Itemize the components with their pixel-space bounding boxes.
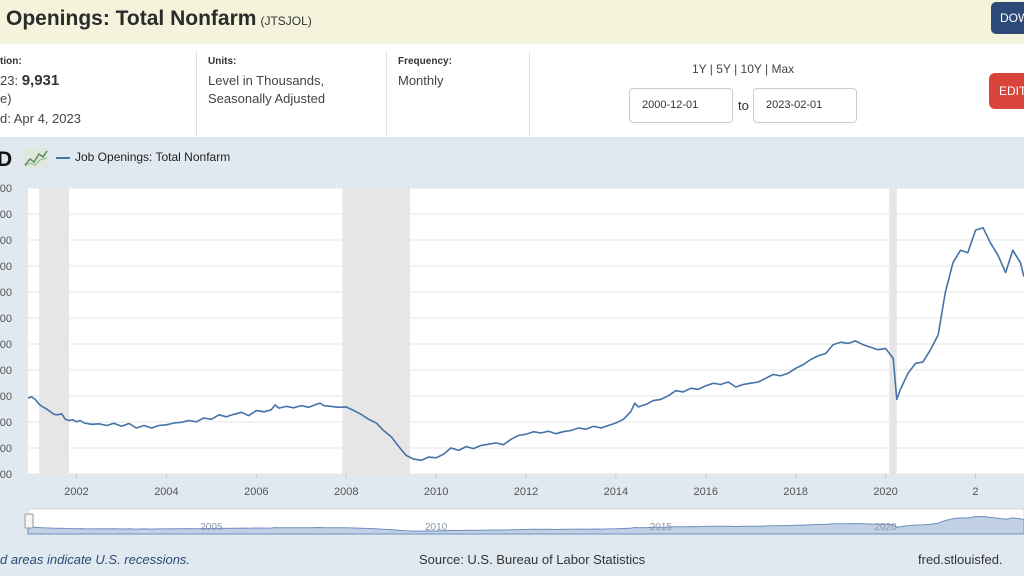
x-tick-label: 2008 [334,486,358,498]
x-tick-label: 2004 [154,486,178,498]
observation-column: tion: 23: 9,931 e) d: Apr 4, 2023 [0,56,190,128]
plot-background [28,188,1024,474]
observation-unit: e) [0,91,12,106]
x-tick-label: 2002 [64,486,88,498]
y-tick-label: 00 [0,365,12,377]
meta-divider [196,52,197,136]
observation-row: 23: 9,931 [0,72,190,90]
chart-panel: D Job Openings: Total Nonfarm 00 00 00 00 00… [0,137,1024,576]
range-10y[interactable]: 10Y [740,62,762,76]
range-selector: 1Y | 5Y | 10Y | Max [692,62,795,76]
series-line [27,227,1024,462]
recession-band [39,188,70,474]
navigator-tick-label: 2020 [874,522,897,533]
source-note: Source: U.S. Bureau of Labor Statistics [419,552,646,567]
frequency-value: Monthly [398,73,444,88]
series-title-text: Openings: Total Nonfarm [6,7,257,30]
fred-logo-text: D [0,148,12,169]
navigator-series-area [27,515,1024,535]
line-chart[interactable]: 00 00 00 00 00 00 00 00 00 00 00 00 2002 2004 2006 2008… [0,137,1024,576]
observation-value: 9,931 [21,72,60,89]
navigator-tick-label: 2005 [200,522,223,533]
start-date-input[interactable]: 2000-12-01 [629,88,733,123]
recession-band [889,188,897,474]
y-tick-label: 00 [0,287,12,299]
units-line-2: Seasonally Adjusted [208,91,326,106]
y-tick-label: 00 [0,469,12,481]
navigator-handle [24,513,34,529]
x-tick-label: 2 [972,486,978,498]
y-tick-label: 00 [0,339,12,351]
to-label: to [738,98,749,113]
y-tick-label: 00 [0,443,12,455]
navigator-tick-label: 2015 [650,522,673,533]
meta-divider [386,52,387,136]
series-id: (JTSJOL) [260,14,312,28]
x-tick-label: 2012 [514,486,538,498]
y-tick-label: 00 [0,235,12,247]
x-tick-label: 2010 [424,486,448,498]
legend-series-name: Job Openings: Total Nonfarm [75,150,231,164]
y-tick-label: 00 [0,261,12,273]
observation-label: tion: [0,56,22,67]
chart-legend: Job Openings: Total Nonfarm [56,150,230,164]
edit-graph-button[interactable]: EDIT [989,73,1024,109]
chart-type-icon[interactable] [24,148,48,168]
observation-date: 23: [0,73,19,88]
units-label: Units: [208,56,237,67]
header-bar: Openings: Total Nonfarm (JTSJOL) DOW [0,0,1024,44]
recession-band [342,188,410,474]
y-tick-label: 00 [0,391,12,403]
legend-swatch [56,156,70,159]
units-line-1: Level in Thousands, [208,73,325,88]
download-button[interactable]: DOW [991,2,1024,34]
range-max[interactable]: Max [771,62,795,76]
x-tick-label: 2014 [604,486,628,498]
end-date-input[interactable]: 2023-02-01 [753,88,857,123]
updated-date: d: Apr 4, 2023 [0,111,81,126]
units-column: Units: Level in Thousands, Seasonally Ad… [208,56,383,108]
navigator-tick-label: 2010 [425,522,448,533]
site-link[interactable]: fred.stlouisfed. [918,552,1003,567]
range-1y[interactable]: 1Y [692,62,707,76]
frequency-column: Frequency: Monthly [398,56,523,90]
x-tick-label: 2020 [873,486,897,498]
meta-divider [529,52,530,136]
x-tick-label: 2016 [694,486,718,498]
series-meta: tion: 23: 9,931 e) d: Apr 4, 2023 Units:… [0,44,1024,137]
y-tick-label: 00 [0,417,12,429]
range-5y[interactable]: 5Y [716,62,731,76]
x-tick-label: 2018 [783,486,807,498]
frequency-label: Frequency: [398,56,452,67]
fred-logo-icon: D [0,148,12,169]
y-tick-label: 00 [0,313,12,325]
y-tick-label: 00 [0,183,12,195]
recession-note: d areas indicate U.S. recessions. [0,552,191,567]
y-tick-label: 00 [0,209,12,221]
series-title: Openings: Total Nonfarm (JTSJOL) [6,7,312,31]
x-tick-label: 2006 [244,486,268,498]
